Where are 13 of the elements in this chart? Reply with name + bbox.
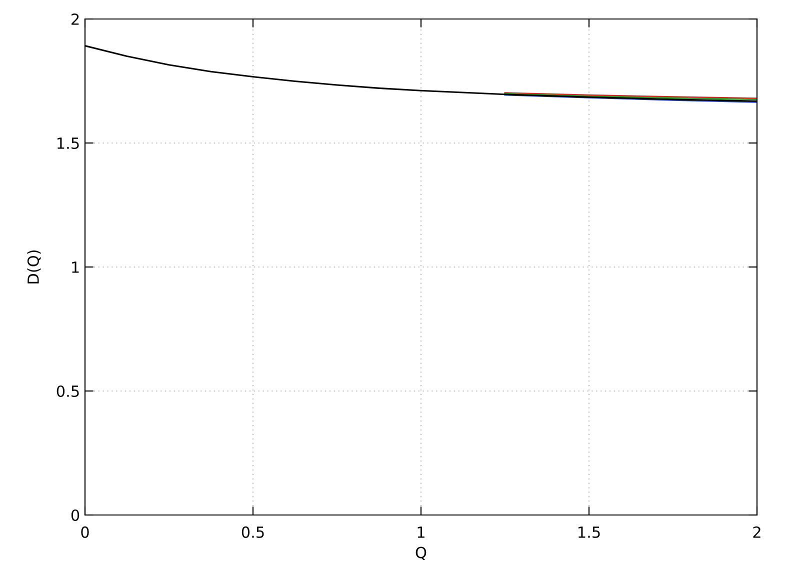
y-axis-title: D(Q): [27, 250, 41, 284]
line-series: [504, 94, 757, 103]
x-tick-label: 0: [81, 526, 89, 538]
y-tick-label: 1.5: [58, 138, 79, 150]
y-tick-label: 0: [71, 509, 80, 522]
x-axis-title: Q: [416, 546, 426, 560]
y-tick-label: 2: [72, 13, 79, 25]
y-tick-label: 0.5: [56, 385, 79, 398]
x-tick-label: 1: [418, 526, 424, 538]
x-tick-label: 1.5: [578, 526, 600, 538]
x-tick-label: 0.5: [242, 526, 264, 538]
y-tick-label: 1: [72, 262, 79, 273]
x-tick-label: 2: [753, 526, 760, 538]
